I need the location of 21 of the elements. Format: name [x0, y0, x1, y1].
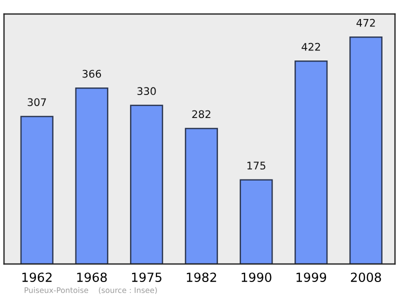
bar [294, 60, 328, 264]
x-tick-label: 1968 [77, 272, 107, 282]
data-label: 422 [302, 42, 320, 51]
bar [130, 104, 164, 264]
bar [240, 179, 273, 264]
data-label: 175 [247, 162, 266, 170]
x-tick-label: 1975 [132, 272, 162, 282]
bar [184, 128, 218, 264]
data-label: 472 [356, 18, 375, 27]
x-tick-label: 1962 [22, 272, 52, 282]
x-tick-label: 1990 [242, 272, 272, 282]
x-tick-label: 1982 [186, 272, 216, 282]
data-label: 366 [82, 70, 102, 78]
data-label: 330 [137, 87, 156, 96]
bar [75, 87, 108, 264]
bar [349, 36, 382, 264]
x-tick-label: 2008 [350, 272, 381, 282]
bar [20, 116, 54, 264]
data-label: 282 [192, 110, 210, 118]
data-label: 307 [28, 98, 46, 106]
x-tick-label: 1999 [296, 272, 326, 282]
